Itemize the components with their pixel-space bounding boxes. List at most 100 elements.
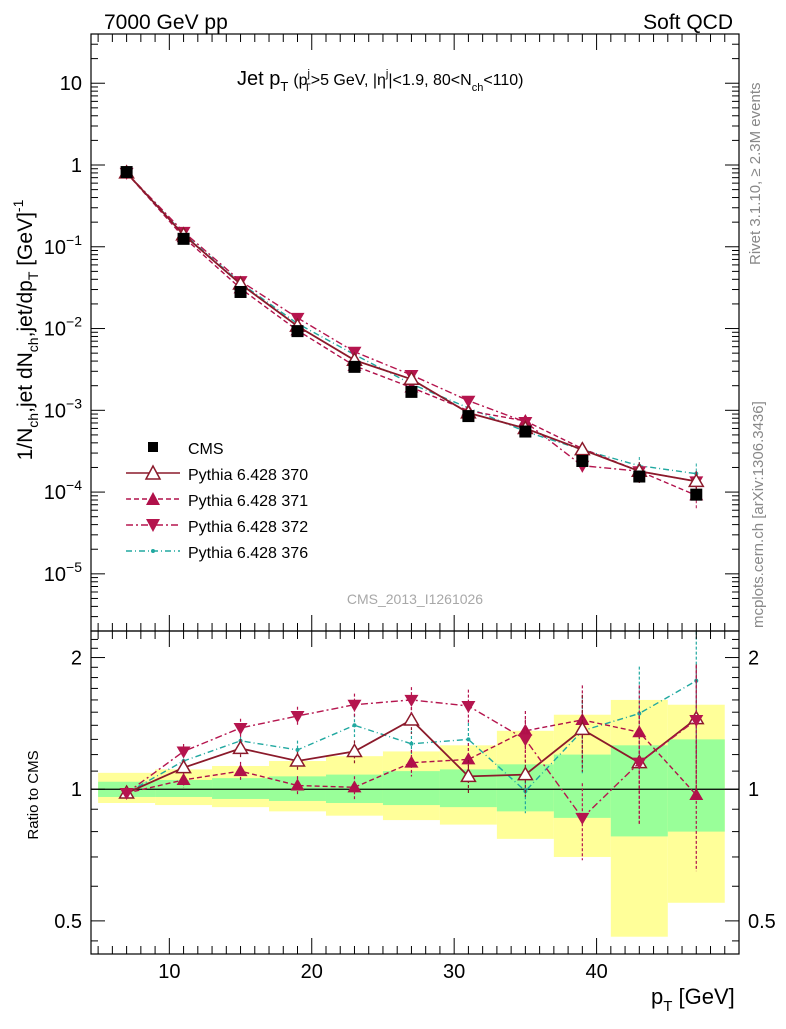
ratio-point-371 <box>461 752 476 765</box>
legend-entry-371: Pythia 6.428 371 <box>126 492 308 510</box>
title-sup-b: j <box>307 68 310 80</box>
ratio-y-tick-label: 1 <box>71 779 82 801</box>
title-sub-a: T <box>280 79 288 94</box>
legend-entry-370: Pythia 6.428 370 <box>126 464 308 484</box>
ratio-point-370 <box>574 720 591 736</box>
ratio-point-370 <box>460 767 477 783</box>
ratio-series-layer <box>118 631 705 872</box>
main-point-cms <box>519 425 532 438</box>
analysis-watermark: CMS_2013_I1261026 <box>347 591 483 607</box>
ratio-point-371 <box>689 788 704 801</box>
main-line-370 <box>125 172 697 483</box>
legend-marker-371 <box>146 492 160 505</box>
main-point-cms <box>120 166 133 179</box>
main-series-layer <box>118 164 705 510</box>
ratio-point-371 <box>404 755 419 768</box>
title-part-e: <110) <box>483 72 523 89</box>
ratio-point-372 <box>290 711 305 724</box>
ratio-point-372 <box>575 812 590 825</box>
main-point-cms <box>291 325 304 338</box>
ratio-point-371 <box>575 712 590 725</box>
ratio-point-370 <box>403 711 420 726</box>
main-y-tick-label: 10 <box>60 73 82 95</box>
main-point-cms <box>462 410 475 423</box>
rivet-label: Rivet 3.1.10, ≥ 2.3M events <box>747 83 764 266</box>
legend-marker-372 <box>146 519 160 532</box>
title-part-d: |<1.9, 80<N <box>388 72 471 89</box>
ratio-point-376 <box>466 737 471 742</box>
chart-title: Jet pT (pj T>5 GeV, |ηj|<1.9, 80<Nch<110) <box>237 68 524 94</box>
main-point-cms <box>690 488 703 501</box>
ratio-point-370 <box>346 742 363 758</box>
main-point-cms <box>348 360 361 373</box>
x-tick-label: 10 <box>158 961 180 983</box>
legend: CMS Pythia 6.428 370 Pythia 6.428 371 Py… <box>126 441 308 562</box>
x-axis-label: pT [GeV] <box>651 984 735 1015</box>
header-right: Soft QCD <box>643 11 733 34</box>
mcplots-label: mcplots.cern.ch [arXiv:1306.3436] <box>750 401 767 628</box>
legend-label-372: Pythia 6.428 372 <box>188 519 308 536</box>
ratio-point-372 <box>518 734 533 747</box>
main-line-376 <box>126 172 697 475</box>
main-y-tick-label: 10−5 <box>44 559 82 586</box>
x-tick-label: 30 <box>443 961 465 983</box>
legend-marker-376 <box>151 549 155 553</box>
ratio-plot-frame <box>90 630 740 955</box>
ratio-point-372 <box>404 694 419 707</box>
ratio-line-371 <box>126 719 697 796</box>
ratio-y-tick-label-right: 0.5 <box>748 911 776 933</box>
ratio-point-371 <box>347 780 362 793</box>
ratio-y-tick-label: 0.5 <box>54 911 82 933</box>
ratio-band-inner <box>382 771 440 806</box>
legend-label-370: Pythia 6.428 370 <box>188 467 308 484</box>
legend-label-376: Pythia 6.428 376 <box>188 545 308 562</box>
ratio-point-376 <box>352 723 357 728</box>
ratio-line-376 <box>126 680 697 794</box>
legend-marker-cms <box>148 442 158 452</box>
ratio-point-372 <box>632 757 647 770</box>
main-y-tick-label: 10−1 <box>44 232 82 259</box>
main-point-370 <box>403 370 420 385</box>
main-plot-frame <box>90 33 740 632</box>
y-axis-label: 1/Nch,jet dNch,jet/dpT [GeV]-1 <box>10 199 41 460</box>
main-point-cms <box>405 385 418 398</box>
legend-entry-372: Pythia 6.428 372 <box>126 519 308 536</box>
ratio-point-376 <box>637 711 642 716</box>
ratio-band-inner <box>212 778 270 799</box>
ratio-point-370 <box>289 752 306 767</box>
title-part-b: (p <box>293 72 307 89</box>
ratio-y-tick-label: 2 <box>71 648 82 670</box>
legend-entry-cms: CMS <box>148 441 224 458</box>
ratio-point-370 <box>232 739 249 755</box>
legend-entry-376: Pythia 6.428 376 <box>126 545 308 562</box>
ratio-point-372 <box>119 788 134 801</box>
main-point-370 <box>687 472 705 488</box>
ratio-point-371 <box>290 778 305 791</box>
legend-label-371: Pythia 6.428 371 <box>188 493 308 510</box>
legend-marker-370 <box>144 464 162 480</box>
ratio-point-376 <box>409 741 414 746</box>
ratio-y-tick-label-right: 2 <box>748 648 759 670</box>
title-sub-d: ch <box>472 82 484 94</box>
ratio-point-372 <box>233 723 248 736</box>
ratio-point-372 <box>347 699 362 712</box>
title-part-a: Jet p <box>237 68 280 90</box>
ratio-point-372 <box>461 700 476 713</box>
ratio-y-axis-label: Ratio to CMS <box>25 750 42 839</box>
main-line-372 <box>126 172 697 483</box>
x-tick-label: 40 <box>585 961 607 983</box>
main-point-370 <box>574 441 591 456</box>
main-y-tick-label: 10−2 <box>44 314 82 341</box>
title-part-c: >5 GeV, |η <box>311 72 386 89</box>
main-y-tick-label: 10−3 <box>44 395 82 422</box>
ratio-point-376 <box>295 747 300 752</box>
legend-label-cms: CMS <box>188 441 224 458</box>
main-point-cms <box>576 454 589 467</box>
main-point-cms <box>633 470 646 483</box>
main-point-cms <box>234 285 247 298</box>
ratio-point-370 <box>175 759 192 774</box>
title-sub-b: T <box>304 82 311 94</box>
axes-layer: 10−5 10−4 10−3 10−2 10−1 1 10 10 20 30 40 0.5 0.5 1 1 2… <box>44 33 776 983</box>
